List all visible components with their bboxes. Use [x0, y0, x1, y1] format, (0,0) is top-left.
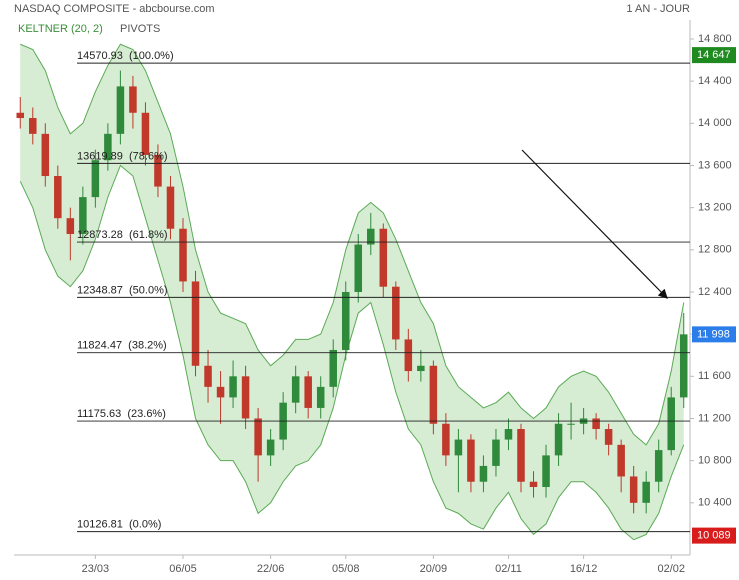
candle-body: [154, 154, 162, 187]
pivot-label: 12873.28 (61.8%): [77, 229, 168, 241]
candle-body: [667, 397, 675, 451]
indicator-label[interactable]: KELTNER (20, 2): [18, 23, 103, 35]
candle-body: [592, 418, 600, 430]
candle-body: [79, 197, 87, 234]
y-tick-label: 12 800: [698, 244, 732, 256]
pivot-label: 14570.93 (100.0%): [77, 50, 174, 62]
y-tick-label: 13 600: [698, 159, 732, 171]
candle-body: [454, 439, 463, 456]
keltner-upper: [20, 43, 685, 446]
candle-body: [679, 334, 688, 398]
candle-body: [604, 429, 613, 445]
candle-body: [379, 228, 388, 287]
candle-body: [654, 450, 663, 482]
pivot-label: 11824.47 (38.2%): [77, 340, 167, 352]
candle-body: [492, 439, 500, 466]
candle-body: [41, 133, 50, 177]
price-badge: [692, 527, 736, 544]
price-badge-label: 10 089: [697, 530, 731, 542]
pivot-label: 13619.89 (78.6%): [77, 150, 168, 162]
candle-body: [166, 186, 175, 229]
price-badge-label: 14 647: [697, 49, 731, 61]
y-tick-label: 11 200: [698, 412, 731, 424]
candle-body: [104, 133, 112, 161]
x-tick-label: 22/06: [257, 563, 285, 575]
candle-body: [517, 429, 525, 482]
candle-body: [404, 339, 413, 372]
trend-arrow: [521, 149, 668, 299]
x-tick-label: 02/11: [495, 563, 522, 575]
candle-body: [229, 376, 237, 398]
candle-body: [629, 476, 638, 503]
keltner-lower: [19, 164, 685, 541]
candle-body: [567, 423, 575, 425]
candle-body: [266, 439, 275, 456]
candle-body: [254, 418, 262, 456]
period: 1 AN - JOUR: [626, 3, 690, 15]
x-tick-label: 06/05: [169, 563, 197, 575]
candle-body: [316, 386, 325, 408]
y-tick-label: 14 800: [698, 33, 732, 45]
y-tick-label: 11 600: [698, 370, 731, 382]
candle-body: [479, 465, 488, 482]
candle-body: [29, 118, 37, 134]
candle-body: [329, 349, 337, 387]
price-badge: [692, 326, 736, 343]
candle-body: [554, 423, 563, 456]
candle-body: [141, 112, 150, 155]
indicator-label[interactable]: PIVOTS: [120, 23, 160, 35]
candle-body: [642, 481, 650, 503]
x-tick-label: 16/12: [570, 563, 598, 575]
candle-body: [204, 365, 212, 387]
candle-body: [179, 228, 187, 282]
chart-title: NASDAQ COMPOSITE - abcbourse.com: [14, 3, 215, 15]
candle-body: [354, 244, 363, 292]
price-badge-label: 11 998: [697, 328, 730, 340]
candle-body: [429, 365, 438, 424]
candle-body: [442, 423, 450, 456]
pivot-label: 10126.81 (0.0%): [77, 519, 161, 531]
candle-body: [129, 86, 137, 113]
candle-body: [617, 444, 625, 477]
keltner-fill: [20, 44, 684, 540]
x-tick-label: 20/09: [420, 563, 448, 575]
candle-body: [529, 481, 538, 488]
x-tick-label: 05/08: [332, 563, 360, 575]
candle-body: [216, 386, 225, 398]
candle-body: [417, 365, 425, 372]
candle-body: [291, 376, 300, 403]
candle-body: [504, 429, 513, 440]
pivot-label: 12348.87 (50.0%): [77, 284, 168, 296]
x-tick-label: 02/02: [657, 563, 685, 575]
y-tick-label: 10 400: [698, 497, 732, 509]
candle-body: [116, 86, 125, 134]
candle-body: [304, 376, 312, 408]
candle-body: [467, 439, 475, 482]
candle-body: [542, 455, 550, 488]
pivot-label: 11175.63 (23.6%): [77, 408, 166, 420]
candle-body: [392, 286, 400, 340]
candle-body: [66, 218, 75, 234]
x-tick-label: 23/03: [82, 563, 110, 575]
y-tick-label: 14 400: [698, 75, 732, 87]
candle-body: [91, 160, 100, 198]
price-badge: [692, 47, 736, 64]
y-tick-label: 14 000: [698, 117, 732, 129]
candle-body: [367, 228, 375, 245]
y-tick-label: 13 200: [698, 202, 732, 214]
y-tick-label: 12 400: [698, 286, 732, 298]
candle-body: [241, 376, 250, 419]
candle-body: [54, 176, 62, 219]
y-tick-label: 10 800: [698, 455, 732, 467]
candle-body: [191, 281, 200, 366]
candle-body: [341, 291, 350, 350]
candle-body: [16, 112, 25, 119]
